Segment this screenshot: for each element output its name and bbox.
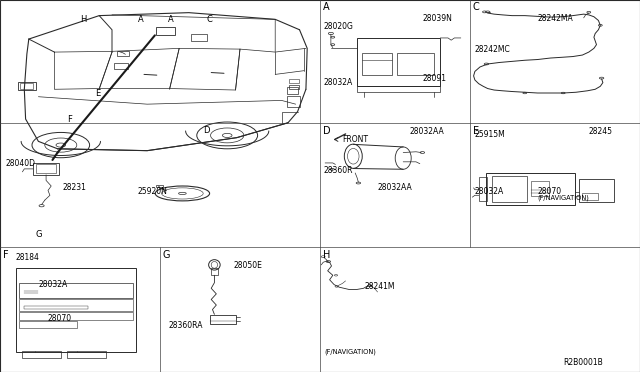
Text: E: E xyxy=(473,126,479,136)
Bar xyxy=(492,176,527,202)
Text: 25920N: 25920N xyxy=(138,187,168,196)
Text: C: C xyxy=(206,15,212,24)
Text: A: A xyxy=(323,2,329,12)
Bar xyxy=(22,351,61,358)
Text: E: E xyxy=(95,89,100,97)
Text: 28184: 28184 xyxy=(16,253,40,262)
Bar xyxy=(24,306,88,309)
Bar xyxy=(19,299,133,311)
Text: D: D xyxy=(323,126,330,136)
Bar xyxy=(19,321,77,328)
Bar xyxy=(362,53,392,75)
Bar xyxy=(579,179,614,202)
Bar xyxy=(210,315,236,324)
Bar xyxy=(20,83,33,89)
Text: 28032A: 28032A xyxy=(38,280,68,289)
Text: 28241M: 28241M xyxy=(365,282,396,291)
Bar xyxy=(117,51,129,56)
Text: FRONT: FRONT xyxy=(342,135,369,144)
Text: 28231: 28231 xyxy=(63,183,86,192)
Text: 28032A: 28032A xyxy=(475,187,504,196)
Bar xyxy=(114,63,128,69)
Text: H: H xyxy=(323,250,330,260)
Text: 28070: 28070 xyxy=(538,187,562,196)
Bar xyxy=(357,86,440,92)
Bar xyxy=(486,173,575,205)
Text: (F/NAVIGATION): (F/NAVIGATION) xyxy=(324,349,376,355)
Bar xyxy=(397,53,434,75)
Text: A: A xyxy=(168,15,173,24)
Text: 28360RA: 28360RA xyxy=(168,321,203,330)
Text: A: A xyxy=(138,15,143,24)
Bar xyxy=(191,34,207,41)
Bar xyxy=(289,85,299,89)
Bar xyxy=(156,185,163,187)
Text: G: G xyxy=(163,250,170,260)
Text: 28245: 28245 xyxy=(589,127,613,136)
Bar xyxy=(287,87,298,94)
Bar xyxy=(582,193,598,200)
Text: R2B0001B: R2B0001B xyxy=(563,358,603,367)
Text: 28032AA: 28032AA xyxy=(410,127,444,136)
Text: 25915M: 25915M xyxy=(475,130,506,139)
Text: G: G xyxy=(35,230,42,239)
Text: (F/NAVIGATION): (F/NAVIGATION) xyxy=(538,195,589,201)
Bar xyxy=(287,96,300,107)
Text: 28360R: 28360R xyxy=(324,166,353,174)
Text: 28032A: 28032A xyxy=(324,78,353,87)
Bar xyxy=(18,82,36,90)
Bar xyxy=(357,38,440,86)
Text: 28039N: 28039N xyxy=(422,14,452,23)
Bar xyxy=(289,79,299,83)
Bar xyxy=(33,163,59,175)
Text: 28091: 28091 xyxy=(422,74,447,83)
Text: F: F xyxy=(3,250,8,260)
Text: H: H xyxy=(80,15,86,24)
Text: 28070: 28070 xyxy=(48,314,72,323)
Text: D: D xyxy=(204,126,210,135)
Bar xyxy=(16,268,136,352)
Text: 28050E: 28050E xyxy=(234,261,262,270)
Bar xyxy=(36,164,56,173)
Bar xyxy=(479,177,487,201)
Bar xyxy=(156,27,175,35)
Text: 28040D: 28040D xyxy=(5,159,35,168)
Bar xyxy=(67,351,106,358)
Bar xyxy=(531,181,549,196)
Bar xyxy=(19,283,133,298)
Text: 28242MA: 28242MA xyxy=(538,14,573,23)
Text: 28032AA: 28032AA xyxy=(378,183,412,192)
Text: 28242MC: 28242MC xyxy=(475,45,511,54)
Bar xyxy=(19,312,133,320)
Text: C: C xyxy=(473,2,480,12)
Bar xyxy=(211,268,218,275)
Text: 28020G: 28020G xyxy=(324,22,354,31)
Text: F: F xyxy=(67,115,72,124)
